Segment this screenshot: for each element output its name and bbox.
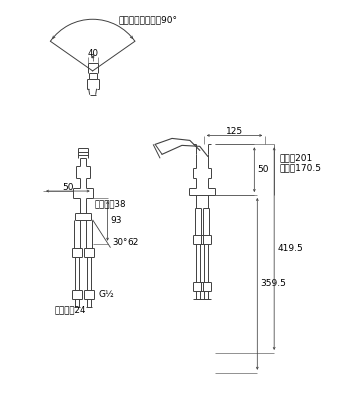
Text: 六角対辺38: 六角対辺38: [95, 199, 126, 208]
Text: 止水時170.5: 止水時170.5: [279, 164, 321, 173]
Text: 40: 40: [87, 48, 98, 58]
Text: 359.5: 359.5: [260, 279, 286, 288]
Text: 125: 125: [226, 127, 243, 136]
Text: ハンドル回転角度90°: ハンドル回転角度90°: [118, 16, 178, 25]
Text: 50: 50: [62, 182, 74, 191]
Text: G½: G½: [99, 290, 114, 299]
Text: 六角対辺24: 六角対辺24: [55, 306, 86, 315]
Text: 62: 62: [127, 238, 139, 247]
Text: 419.5: 419.5: [277, 244, 303, 253]
Text: 50: 50: [257, 165, 269, 174]
Text: 全開時201: 全開時201: [279, 154, 312, 163]
Text: 30°: 30°: [112, 238, 128, 247]
Text: 93: 93: [110, 216, 122, 225]
